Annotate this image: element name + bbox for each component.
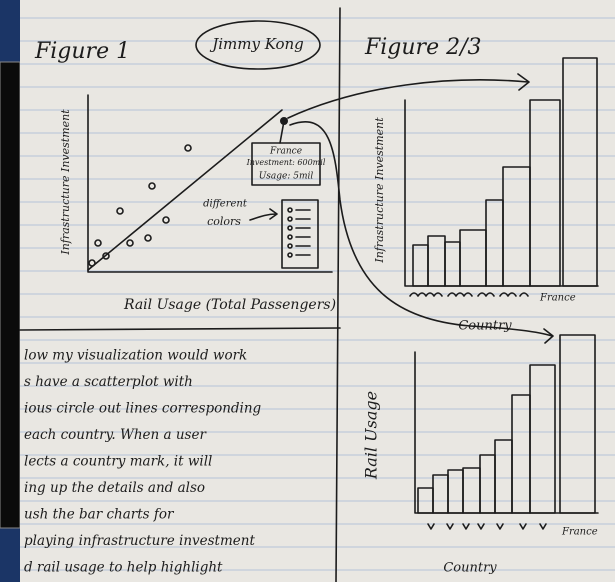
x-axis-label: Rail Usage (Total Passengers) bbox=[123, 297, 336, 313]
legend-dot bbox=[287, 243, 293, 249]
author: Jimmy Kong bbox=[209, 35, 304, 53]
name-circle bbox=[195, 20, 321, 70]
y-axis-label: Rail Usage bbox=[362, 391, 381, 480]
x-tick-label: France bbox=[561, 527, 598, 538]
tick-scribble bbox=[427, 523, 547, 530]
paper bbox=[20, 0, 615, 582]
point bbox=[144, 234, 152, 242]
note-line: low my visualization would work bbox=[24, 348, 247, 364]
y-axis-label: Infrastructure Investment bbox=[59, 109, 72, 256]
arrow bbox=[289, 121, 554, 344]
note-line: ush the bar charts for bbox=[24, 507, 175, 523]
bar bbox=[529, 99, 561, 287]
arrow bbox=[249, 208, 278, 221]
note-line: each country. When a user bbox=[24, 427, 207, 443]
tooltip bbox=[251, 142, 321, 186]
point bbox=[162, 216, 170, 224]
y-axis-label: Infrastructure Investment bbox=[373, 117, 386, 264]
x-axis-label: Country bbox=[458, 319, 512, 334]
legend-dot bbox=[287, 225, 293, 231]
bars bbox=[412, 57, 598, 287]
note-line: s have a scatterplot with bbox=[24, 374, 193, 390]
legend bbox=[287, 207, 311, 258]
legend-box bbox=[281, 199, 319, 269]
point bbox=[184, 144, 192, 152]
bar bbox=[529, 364, 556, 514]
point bbox=[94, 239, 102, 247]
points bbox=[88, 144, 192, 267]
trend-line bbox=[87, 109, 283, 271]
note-line: lects a country mark, it will bbox=[24, 454, 212, 470]
point bbox=[116, 207, 124, 215]
window-edge bbox=[0, 61, 21, 529]
tooltip-text: Investment: 600mil bbox=[246, 158, 326, 167]
divider bbox=[335, 7, 341, 582]
figure-title: Figure 2/3 bbox=[364, 35, 482, 60]
figure-title: Figure 1 bbox=[34, 39, 130, 64]
bars bbox=[417, 334, 596, 514]
tooltip-text: Usage: 5mil bbox=[259, 172, 314, 182]
tick-scribble bbox=[409, 292, 529, 297]
point bbox=[88, 259, 96, 267]
paper-rules bbox=[20, 17, 615, 571]
point bbox=[148, 182, 156, 190]
note-line: d rail usage to help highlight bbox=[24, 560, 223, 576]
note-line: ious circle out lines corresponding bbox=[24, 401, 262, 417]
notes: low my visualization would work s have a … bbox=[24, 348, 262, 576]
arrow bbox=[287, 73, 530, 119]
legend-dot bbox=[287, 234, 293, 240]
axes bbox=[87, 94, 333, 273]
point bbox=[102, 252, 110, 260]
legend-dot bbox=[287, 252, 293, 258]
note-line: ing up the details and also bbox=[24, 480, 205, 496]
highlight-bar bbox=[562, 57, 598, 287]
note: colors bbox=[207, 215, 241, 228]
legend-dot bbox=[287, 207, 293, 213]
note: different bbox=[203, 199, 248, 210]
note-line: playing infrastructure investment bbox=[24, 533, 255, 549]
point bbox=[126, 239, 134, 247]
tooltip-text: France bbox=[269, 147, 302, 157]
divider bbox=[19, 327, 341, 331]
x-axis-label: Country bbox=[443, 561, 497, 576]
highlight-bar bbox=[559, 334, 596, 514]
connector bbox=[279, 120, 285, 144]
x-tick-label: France bbox=[539, 293, 576, 304]
legend-dot bbox=[287, 216, 293, 222]
